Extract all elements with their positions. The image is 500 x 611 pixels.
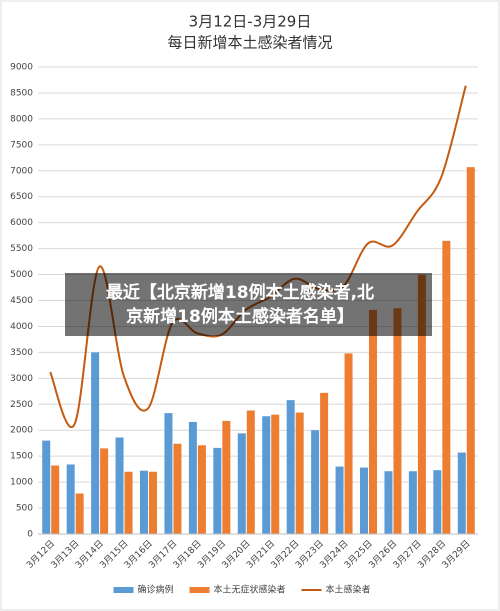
bar — [66, 464, 75, 534]
bar — [320, 392, 329, 534]
bar — [213, 447, 222, 534]
y-tick-label: 1000 — [10, 478, 33, 488]
bar — [442, 240, 451, 535]
legend-label: 确诊病例 — [138, 584, 174, 596]
bar — [124, 471, 133, 534]
bar — [369, 309, 377, 534]
legend-swatch — [113, 587, 134, 593]
bar — [42, 440, 51, 534]
bar — [246, 410, 255, 534]
bar — [91, 352, 100, 534]
bar — [271, 414, 280, 534]
bar — [197, 445, 206, 534]
y-tick-label: 2500 — [10, 400, 33, 410]
bar — [262, 416, 271, 534]
y-tick-label: 3000 — [10, 374, 33, 384]
y-tick-label: 5500 — [10, 244, 33, 254]
bar — [75, 493, 84, 534]
bar — [286, 400, 295, 534]
bar — [188, 421, 197, 534]
y-tick-label: 7000 — [10, 166, 33, 176]
bar — [222, 420, 231, 534]
bar — [164, 413, 173, 534]
overlay-text: 最近【北京新增18例本土感染者,北 — [106, 282, 374, 303]
legend-label: 本土感染者 — [326, 584, 371, 596]
bar — [433, 470, 442, 534]
y-tick-label: 7500 — [10, 140, 33, 150]
bar — [51, 465, 60, 534]
bar — [393, 308, 402, 534]
y-tick-label: 5000 — [10, 270, 33, 280]
bar — [173, 443, 182, 534]
legend: 确诊病例 本土无症状感染者 本土感染者 — [113, 584, 371, 596]
bar — [457, 452, 466, 534]
y-tick-label: 4500 — [10, 296, 33, 306]
y-tick-label: 8000 — [10, 114, 33, 124]
bar — [100, 448, 109, 534]
bar — [360, 467, 368, 534]
bar — [408, 471, 417, 534]
bar — [344, 353, 353, 534]
legend-swatch — [189, 587, 210, 593]
y-tick-label: 6500 — [10, 192, 33, 202]
bar — [417, 274, 426, 534]
y-tick-label: 4000 — [10, 322, 33, 332]
y-tick-label: 6000 — [10, 218, 33, 228]
y-tick-label: 8500 — [10, 88, 33, 98]
overlay-box — [65, 273, 432, 336]
y-tick-label: 0 — [27, 530, 33, 540]
chart-subtitle: 每日新增本土感染者情况 — [167, 34, 332, 52]
bar — [335, 466, 344, 534]
bar — [237, 433, 246, 534]
y-tick-label: 1500 — [10, 452, 33, 462]
overlay-text: 京新增18例本土感染者名单】 — [126, 306, 354, 327]
bar — [466, 167, 475, 534]
bar — [311, 430, 320, 534]
chart-title: 3月12日-3月29日 — [189, 13, 312, 31]
overlay: 最近【北京新增18例本土感染者,北 京新增18例本土感染者名单】 — [65, 273, 432, 336]
y-tick-label: 500 — [16, 504, 33, 514]
legend-label: 本土无症状感染者 — [214, 584, 286, 596]
y-tick-label: 9000 — [10, 63, 33, 73]
y-tick-label: 2000 — [10, 426, 33, 436]
bar — [384, 471, 393, 534]
bar — [149, 471, 157, 534]
y-tick-label: 3500 — [10, 348, 33, 358]
bar — [140, 470, 148, 534]
bar — [115, 437, 124, 534]
bar — [295, 412, 304, 534]
